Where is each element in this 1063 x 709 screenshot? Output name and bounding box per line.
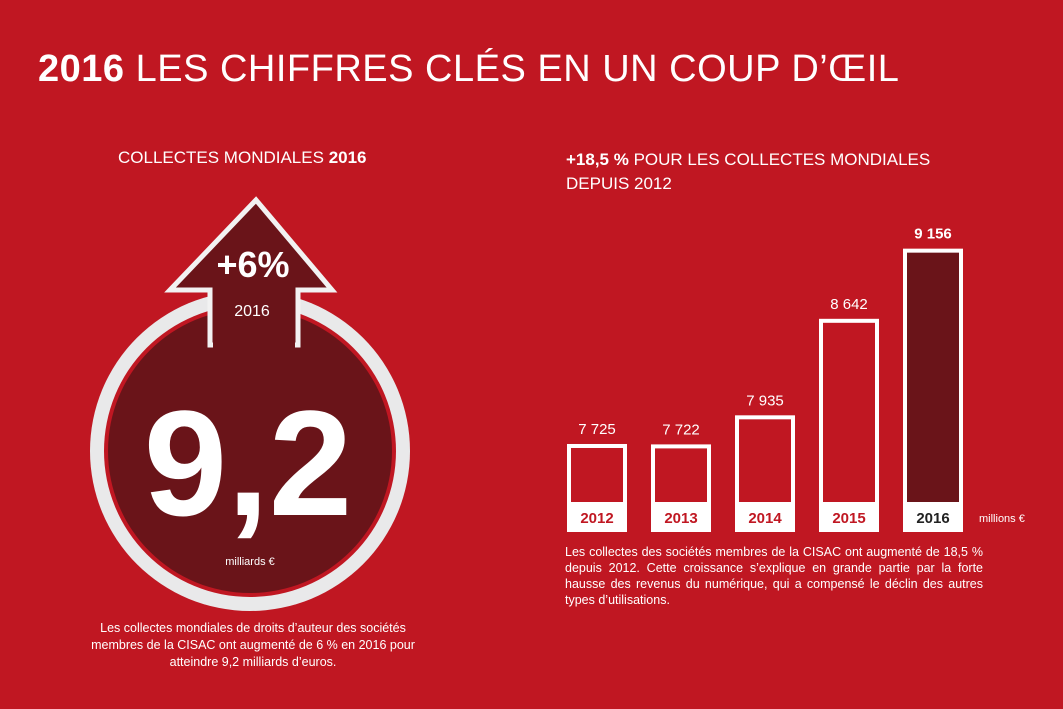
value-label-2012: 7 725 — [578, 421, 616, 438]
right-heading-text: POUR LES COLLECTES MONDIALES DEPUIS 2012 — [566, 150, 931, 193]
bar-2015 — [819, 318, 879, 532]
bar-2016 — [903, 248, 963, 532]
value-label-2013: 7 722 — [662, 421, 700, 438]
right-heading-bold: +18,5 % — [566, 150, 629, 169]
tick-label-2015: 2015 — [832, 510, 865, 527]
growth-label: +6% — [216, 244, 289, 285]
left-heading-text: COLLECTES MONDIALES — [118, 148, 324, 167]
big-value-unit: milliards € — [225, 556, 275, 568]
right-caption: Les collectes des sociétés membres de la… — [565, 545, 983, 607]
arrow-up-icon — [164, 196, 338, 348]
page-title: 2016 LES CHIFFRES CLÉS EN UN COUP D’ŒIL — [38, 48, 899, 91]
value-label-2014: 7 935 — [746, 392, 784, 409]
gauge-disc — [108, 309, 392, 593]
bar-label-box-2015 — [819, 502, 879, 532]
tick-label-2016: 2016 — [916, 510, 949, 527]
growth-gauge: +6% 2016 9,2 milliards € — [90, 196, 410, 611]
tick-label-2012: 2012 — [580, 510, 613, 527]
bar-label-box-2016 — [903, 502, 963, 532]
tick-label-2014: 2014 — [748, 510, 782, 527]
value-label-2016: 9 156 — [914, 226, 952, 243]
arrow-stem-fill — [213, 325, 295, 365]
left-caption: Les collectes mondiales de droits d’aute… — [91, 621, 415, 669]
growth-year: 2016 — [234, 303, 270, 320]
tick-label-2013: 2013 — [664, 510, 697, 527]
right-heading: +18,5 % POUR LES COLLECTES MONDIALES DEP… — [566, 148, 996, 196]
title-year: 2016 — [38, 48, 125, 90]
value-label-2015: 8 642 — [830, 296, 868, 313]
title-text: LES CHIFFRES CLÉS EN UN COUP D’ŒIL — [135, 48, 900, 90]
left-heading: COLLECTES MONDIALES 2016 — [118, 148, 367, 168]
chart-unit: millions € — [979, 513, 1025, 525]
big-value: 9,2 — [144, 379, 353, 547]
bar-label-box-2012 — [567, 502, 627, 532]
left-heading-year: 2016 — [328, 148, 367, 167]
bar-label-box-2013 — [651, 502, 711, 532]
bar-label-box-2014 — [735, 502, 795, 532]
